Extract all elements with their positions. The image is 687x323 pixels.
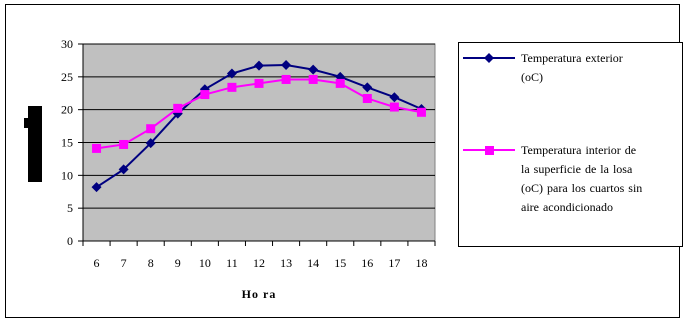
x-tick-label-14: 14 bbox=[307, 256, 319, 270]
x-tick-label-11: 11 bbox=[226, 256, 238, 270]
point-0-12 bbox=[254, 60, 264, 71]
legend-item-interior: Temperatura interior de la superficie de … bbox=[459, 141, 682, 231]
series-layer bbox=[91, 60, 427, 193]
x-tick-label-6: 6 bbox=[94, 256, 100, 270]
y-tick-label-20: 20 bbox=[61, 103, 73, 117]
y-tick-label-0: 0 bbox=[67, 234, 73, 248]
point-0-13 bbox=[281, 60, 292, 71]
point-1-17 bbox=[389, 102, 399, 112]
point-0-14 bbox=[308, 64, 319, 75]
y-tick-label-25: 25 bbox=[61, 70, 73, 84]
point-1-15 bbox=[335, 78, 345, 88]
x-tick-label-13: 13 bbox=[280, 256, 292, 270]
x-tick-label-12: 12 bbox=[253, 256, 265, 270]
legend-label-interior: Temperatura interior de la superficie de … bbox=[521, 141, 679, 217]
point-1-7 bbox=[119, 139, 129, 149]
y-tick-label-15: 15 bbox=[61, 136, 73, 150]
legend-label-line: Temperatura exterior bbox=[521, 51, 623, 65]
y-tick-label-10: 10 bbox=[61, 168, 73, 182]
gridlines bbox=[78, 43, 435, 242]
x-tick-label-8: 8 bbox=[148, 256, 154, 270]
point-0-16 bbox=[362, 82, 373, 93]
point-0-6 bbox=[91, 182, 102, 193]
y-axis-title-redacted bbox=[24, 106, 42, 182]
legend-label-line: (oC) para los cuartos sin bbox=[521, 181, 643, 195]
axes bbox=[82, 44, 436, 246]
point-1-13 bbox=[281, 74, 291, 84]
x-tick-label-9: 9 bbox=[175, 256, 181, 270]
point-0-17 bbox=[389, 92, 400, 103]
x-tick-label-7: 7 bbox=[121, 256, 127, 270]
x-tick-label-16: 16 bbox=[361, 256, 373, 270]
legend-label-line: aire acondicionado bbox=[521, 200, 613, 214]
diamond-marker-icon bbox=[484, 53, 494, 63]
point-1-8 bbox=[146, 124, 156, 134]
legend-label-line: Temperatura interior de bbox=[521, 143, 637, 157]
y-tick-label-5: 5 bbox=[67, 201, 73, 215]
point-1-10 bbox=[200, 90, 210, 100]
point-1-16 bbox=[362, 94, 372, 104]
point-1-11 bbox=[227, 82, 237, 92]
x-tick-label-10: 10 bbox=[199, 256, 211, 270]
legend-item-exterior: Temperatura exterior (oC) bbox=[459, 49, 682, 97]
series-1 bbox=[92, 74, 426, 153]
x-tick-label-17: 17 bbox=[388, 256, 400, 270]
x-tick-label-15: 15 bbox=[334, 256, 346, 270]
x-axis-title: Ho ra bbox=[242, 287, 277, 301]
legend-label-line: la superficie de la losa bbox=[521, 162, 633, 176]
point-1-9 bbox=[173, 103, 183, 113]
legend-label-line: (oC) bbox=[521, 70, 543, 84]
point-0-11 bbox=[226, 68, 237, 79]
point-0-8 bbox=[145, 138, 156, 149]
point-1-12 bbox=[254, 78, 264, 88]
tick-labels: 0 5 10 15 20 25 30 6 7 8 9 10 11 12 13 14 15 16 17 18 bbox=[61, 37, 427, 270]
y-tick-label-30: 30 bbox=[61, 37, 73, 51]
point-0-7 bbox=[118, 164, 129, 175]
legend: Temperatura exterior (oC) Temperatura int… bbox=[458, 42, 683, 247]
point-1-6 bbox=[92, 143, 102, 153]
x-tick-label-18: 18 bbox=[415, 256, 427, 270]
square-marker-icon bbox=[485, 146, 494, 155]
legend-label-exterior: Temperatura exterior (oC) bbox=[521, 49, 679, 87]
point-1-18 bbox=[416, 107, 426, 117]
point-1-14 bbox=[308, 74, 318, 84]
